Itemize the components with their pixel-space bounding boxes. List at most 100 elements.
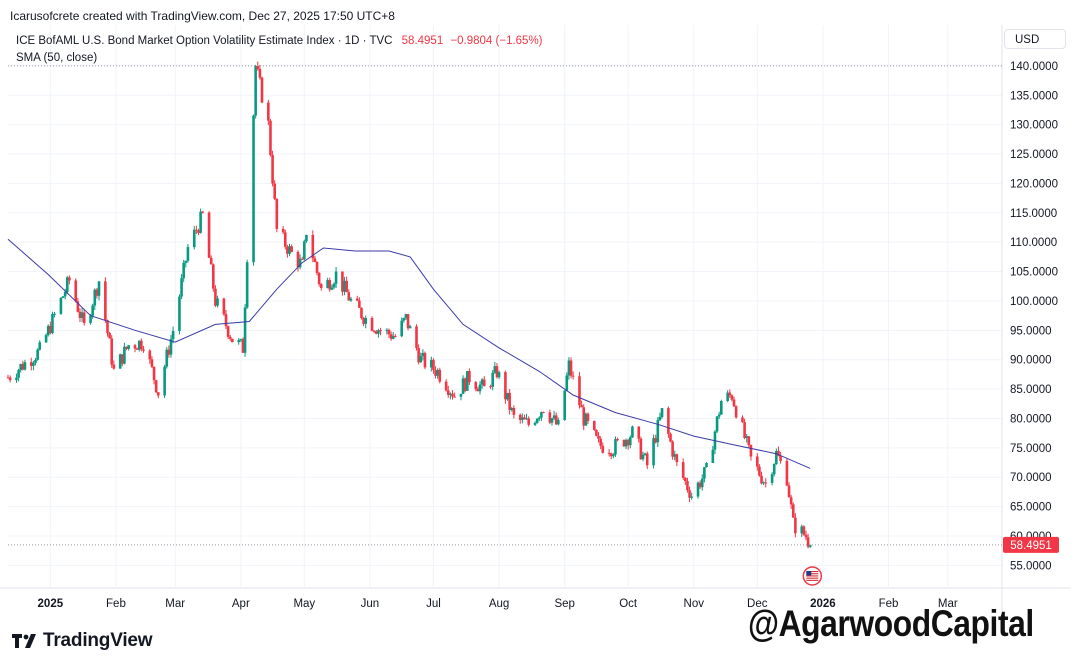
candle-body [597, 435, 600, 439]
candle-body [243, 307, 247, 353]
currency-button[interactable]: USD [1004, 29, 1066, 49]
price-tick-label: 65.0000 [1010, 502, 1052, 514]
candle-body [734, 406, 738, 418]
time-tick-label: Nov [684, 598, 705, 610]
candle-body [110, 338, 114, 365]
candle-body [497, 372, 501, 378]
candle-body [34, 359, 37, 363]
candle-body [273, 183, 276, 199]
candle-body [49, 325, 52, 334]
candle-body [510, 407, 514, 410]
candle-body [61, 296, 65, 298]
candle-body [631, 426, 634, 438]
price-tick-label: 100.0000 [1010, 296, 1058, 308]
candle-body [449, 393, 452, 395]
candle-body [53, 313, 56, 315]
candle-body [493, 366, 497, 373]
candle-body [400, 320, 403, 337]
candle-body [334, 271, 338, 284]
candle-body [286, 246, 289, 254]
candle-body [142, 349, 145, 351]
candle-body [171, 331, 175, 340]
candle-body [417, 347, 420, 363]
candle-body [622, 439, 626, 447]
price-tick-label: 115.0000 [1010, 208, 1057, 220]
candle-body [201, 211, 205, 213]
candle-body [415, 326, 418, 348]
candle-body [760, 475, 763, 484]
price-tick-label: 85.0000 [1010, 384, 1052, 396]
indicator-legend-row[interactable]: SMA (50, close) [16, 50, 543, 67]
candle-body [743, 422, 746, 438]
candle-body [118, 354, 122, 369]
candle-body [673, 454, 677, 457]
price-tick-label: 125.0000 [1010, 149, 1058, 161]
candle-body [438, 369, 442, 382]
price-tick-label: 90.0000 [1010, 355, 1052, 367]
time-axis[interactable]: 2025 Feb Mar Apr May Jun Jul Aug Sep Oct Nov Dec 202… [38, 598, 958, 610]
candle-body [446, 390, 450, 395]
candle-body [660, 408, 664, 418]
candle-body [32, 362, 35, 366]
sma-line-series [7, 238, 811, 469]
candle-body [239, 339, 243, 341]
candle-body [8, 377, 12, 381]
candle-body [624, 439, 628, 447]
candle-body [775, 450, 778, 465]
symbol-legend-row[interactable]: ICE BofAML U.S. Bond Market Option Volat… [16, 33, 543, 50]
candle-body [402, 318, 406, 321]
candle-body [231, 338, 234, 343]
candle-body [641, 454, 645, 460]
candle-body [459, 393, 463, 397]
candle-body [21, 363, 25, 370]
candle-body [156, 392, 160, 396]
candle-body [216, 298, 219, 306]
candle-body [728, 392, 732, 396]
grid-lines [0, 25, 1070, 612]
candle-body [461, 378, 465, 394]
candle-body [275, 198, 279, 229]
price-tick-label: 120.0000 [1010, 178, 1058, 190]
candle-body [451, 393, 454, 397]
candle-body [370, 317, 374, 331]
candle-body [432, 359, 435, 371]
candle-body [186, 247, 190, 261]
candle-body [377, 330, 380, 334]
candle-body [298, 258, 302, 268]
candle-body [571, 375, 575, 377]
time-tick-label: Oct [619, 598, 638, 610]
price-axis[interactable]: 55.000060.000065.000070.000075.000080.00… [1010, 61, 1058, 572]
price-tick-label: 95.0000 [1010, 325, 1052, 337]
candle-body [599, 438, 602, 446]
price-tick-label: 70.0000 [1010, 472, 1052, 484]
candle-body [199, 211, 202, 233]
candle-body [127, 345, 130, 349]
candle-body [770, 474, 774, 483]
candle-body [184, 260, 188, 263]
candle-body [38, 342, 42, 350]
candle-body [288, 246, 291, 254]
candle-body [506, 392, 509, 400]
candle-body [59, 297, 63, 314]
candle-body [639, 438, 643, 460]
candle-body [385, 329, 389, 332]
candle-body [389, 334, 393, 339]
candle-body [313, 258, 317, 262]
candle-body [550, 418, 554, 423]
tradingview-logo[interactable]: TradingView [12, 630, 153, 652]
candle-body [698, 482, 702, 488]
candle-body [787, 485, 791, 498]
candle-body [745, 436, 749, 438]
candle-body [82, 312, 86, 324]
candle-body [789, 497, 793, 505]
candle-body [326, 280, 329, 288]
price-tick-label: 110.0000 [1010, 237, 1057, 249]
candle-body [508, 392, 511, 410]
time-tick-label: 2026 [810, 598, 836, 610]
candle-body [533, 422, 537, 425]
tradingview-brand: TradingView [43, 630, 153, 651]
candle-body [565, 375, 569, 391]
candle-body [785, 460, 789, 486]
candle-body [23, 362, 27, 370]
